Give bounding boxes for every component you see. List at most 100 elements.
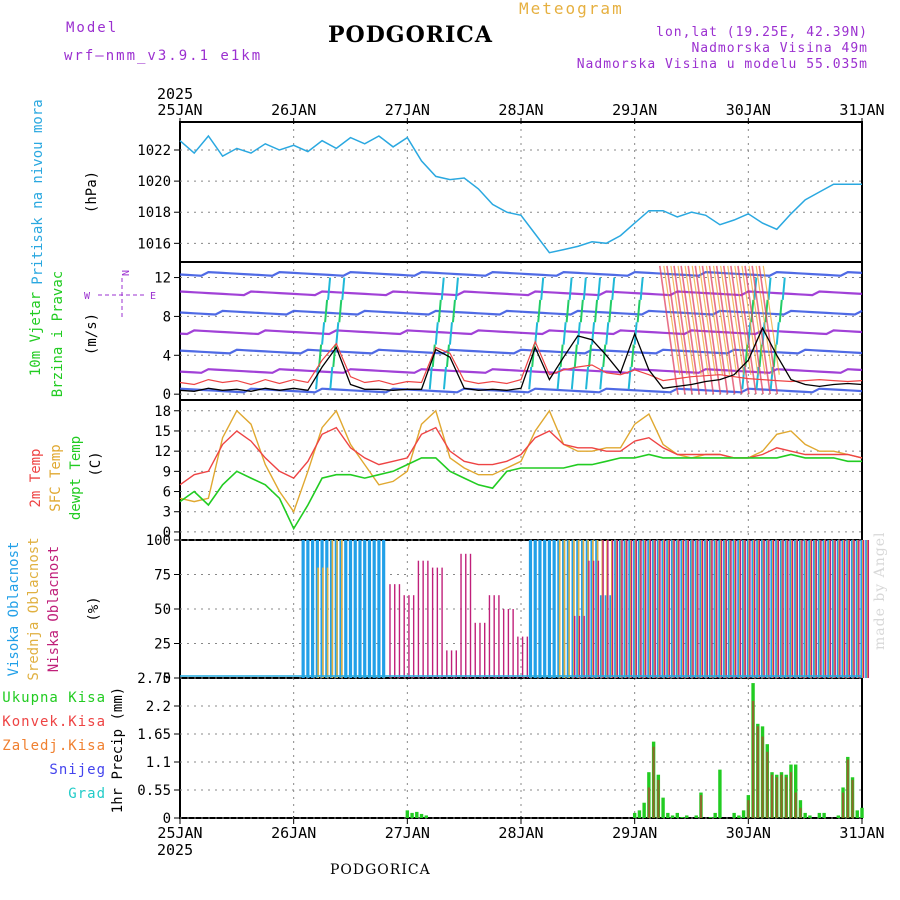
precip-total-bar: [737, 815, 741, 818]
wind-arrow: [315, 366, 320, 390]
wind-arrow: [537, 299, 542, 323]
temp-y-tick-label: 9: [163, 464, 171, 480]
footer-station: PODGORICA: [330, 862, 431, 878]
wind-arrow-strong: [712, 265, 731, 375]
precip-total-bar: [670, 815, 675, 818]
wind-axis-title-1: 10m Vjetar: [28, 292, 44, 376]
wind-arrow: [440, 277, 445, 300]
wind-arrow: [448, 322, 453, 345]
precip-total-bar: [410, 812, 414, 818]
wind-arrow-strong: [727, 265, 745, 375]
date-tick-top: 30JAN: [726, 101, 771, 119]
precip-total-bar: [685, 815, 689, 818]
wind-arrow: [582, 277, 587, 300]
precip-total-bar: [836, 815, 841, 818]
elevation-text: Nadmorska Visina 49m: [691, 41, 868, 56]
precip-y-tick-label: 0.55: [137, 783, 171, 799]
wind-arrow: [597, 277, 602, 300]
wind-arrow: [573, 344, 578, 368]
precip-total-bar: [860, 807, 864, 818]
wind-arrow: [562, 322, 567, 345]
pressure-line: [179, 134, 862, 254]
compass-e: E: [150, 291, 156, 302]
precip-total-bar: [632, 812, 637, 818]
cloud-y-tick-label: 75: [154, 568, 171, 584]
date-tick-top: 31JAN: [839, 101, 884, 119]
wind-arrow: [565, 299, 570, 323]
wind-arrow-strong: [708, 265, 729, 395]
date-tick-top: 26JAN: [271, 101, 316, 119]
date-tick-bottom: 25JAN: [157, 824, 202, 842]
model-elevation-text: Nadmorska Visina u modelu 55.035m: [576, 57, 868, 72]
wind-speed-line: [179, 326, 863, 392]
date-tick-bottom: 26JAN: [271, 824, 316, 842]
wind-axis-title-2: Brzina i Pravac: [50, 271, 66, 397]
year-label-bottom: 2025: [157, 841, 193, 859]
cloud-y-tick-label: 0: [163, 671, 171, 687]
model-value: wrf—nmm_v3.9.1 e1km: [64, 48, 263, 64]
dewpoint-line: [179, 453, 862, 531]
wind-arrow-strong: [722, 265, 743, 395]
wind-gust-line: [179, 340, 863, 386]
date-tick-top: 28JAN: [498, 101, 543, 119]
wind-arrow: [329, 366, 334, 390]
date-tick-bottom: 31JAN: [839, 824, 884, 842]
wind-arrow-strong: [698, 265, 716, 375]
precip-y-tick-label: 2.2: [146, 699, 171, 715]
wind-arrow-strong: [666, 265, 686, 395]
wind-arrow: [451, 299, 456, 323]
temp-unit: (C): [88, 451, 104, 476]
year-label-top: 2025: [157, 85, 193, 103]
precip-legend-5: Grad: [68, 786, 106, 802]
temp-y-tick-label: 3: [163, 505, 171, 521]
wind-arrow: [332, 344, 337, 368]
wind-arrow-strong: [691, 265, 709, 375]
cloud-unit: (%): [86, 596, 102, 621]
cloud-y-tick-label: 100: [146, 533, 171, 549]
wind-arrow: [594, 299, 599, 323]
pressure-y-tick-label: 1020: [137, 174, 171, 190]
wind-arrow-strong: [744, 265, 764, 395]
precip-total-bar: [637, 810, 642, 818]
meteogram-subtitle: Meteogram: [519, 0, 624, 18]
cloud-y-tick-label: 50: [154, 602, 171, 618]
wind-arrow: [324, 299, 329, 323]
wind-arrow-strong: [663, 265, 681, 375]
wind-direction-lane: [179, 329, 863, 336]
precip-axis-title: 1hr Precip (mm): [110, 687, 126, 813]
wind-arrow-strong: [758, 265, 779, 395]
wind-arrow: [602, 344, 607, 368]
wind-arrow: [576, 322, 581, 345]
model-label: Model: [66, 20, 119, 36]
precip-total-bar: [718, 769, 722, 818]
wind-arrow: [775, 322, 780, 345]
precip-y-tick-label: 2.75: [137, 671, 171, 687]
precip-frz-bar: [775, 777, 778, 818]
wind-arrow: [608, 299, 613, 323]
cloud-title-low: Niska Oblacnost: [46, 546, 62, 672]
precip-total-bar: [405, 810, 410, 818]
wind-arrow-strong: [670, 265, 688, 375]
precip-frz-bar: [756, 726, 759, 818]
precip-frz-bar: [851, 779, 854, 818]
precip-total-bar: [415, 811, 419, 818]
precip-y-tick-label: 0: [163, 811, 171, 827]
date-tick-top: 25JAN: [157, 101, 202, 119]
temp-y-tick-label: 12: [154, 444, 171, 460]
wind-arrow: [437, 299, 442, 323]
precip-total-bar: [803, 812, 807, 818]
wind-arrow: [611, 277, 616, 300]
precip-y-tick-label: 1.65: [137, 727, 171, 743]
wind-arrow: [534, 322, 539, 345]
temp-y-tick-label: 0: [163, 525, 171, 541]
wind-arrow-strong: [680, 265, 700, 395]
wind-arrow-strong: [734, 265, 752, 375]
precip-total-bar: [661, 797, 665, 818]
wind-arrow: [454, 277, 459, 300]
precip-total-bar: [642, 802, 646, 818]
wind-arrow: [585, 366, 590, 390]
wind-arrow-strong: [673, 265, 693, 395]
wind-arrow-strong: [748, 265, 766, 375]
wind-y-tick-label: 12: [154, 271, 171, 287]
precip-total-bar: [817, 812, 822, 818]
